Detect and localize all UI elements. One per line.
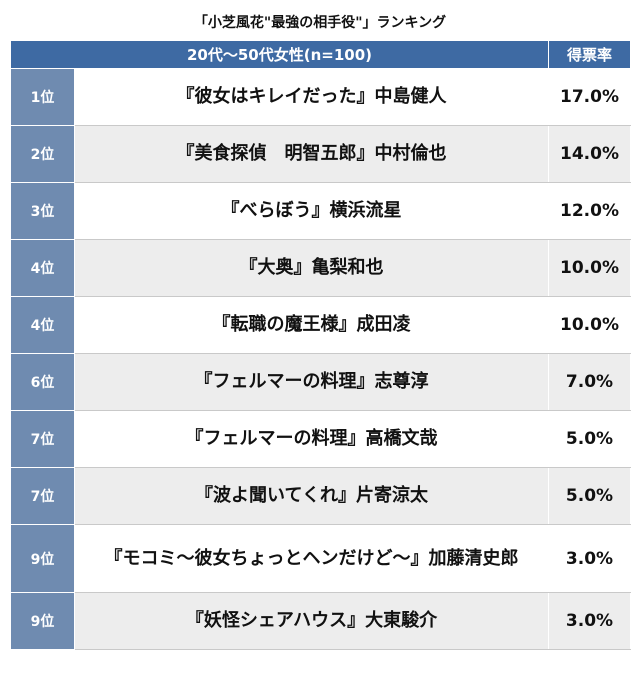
table-row: 4位 『大奥』亀梨和也 10.0% xyxy=(10,239,631,297)
table-row: 7位 『フェルマーの料理』高橋文哉 5.0% xyxy=(10,410,631,468)
ranking-title: 「小芝風花"最強の相手役"」ランキング xyxy=(193,15,447,31)
work-actor-cell: 『転職の魔王様』成田凌 xyxy=(74,296,549,354)
rank-cell: 3位 xyxy=(10,182,75,240)
table-row: 6位 『フェルマーの料理』志尊淳 7.0% xyxy=(10,353,631,411)
rank-cell: 4位 xyxy=(10,239,75,297)
rank-cell: 1位 xyxy=(10,68,75,126)
work-actor-cell: 『フェルマーの料理』志尊淳 xyxy=(74,353,549,411)
table-row: 7位 『波よ聞いてくれ』片寄涼太 5.0% xyxy=(10,467,631,525)
vote-rate-cell: 7.0% xyxy=(548,353,631,411)
rank-cell: 9位 xyxy=(10,524,75,593)
rank-cell: 6位 xyxy=(10,353,75,411)
work-actor-cell: 『美食探偵 明智五郎』中村倫也 xyxy=(74,125,549,183)
vote-rate-cell: 3.0% xyxy=(548,592,631,650)
vote-rate-cell: 3.0% xyxy=(548,524,631,593)
table-row: 9位 『モコミ〜彼女ちょっとヘンだけど〜』加藤清史郎 3.0% xyxy=(10,524,631,593)
work-actor-cell: 『モコミ〜彼女ちょっとヘンだけど〜』加藤清史郎 xyxy=(74,524,549,593)
ranking-table: 20代〜50代女性(n=100) 得票率 1位 『彼女はキレイだった』中島健人 … xyxy=(10,40,631,650)
vote-rate-cell: 5.0% xyxy=(548,467,631,525)
work-actor-cell: 『妖怪シェアハウス』大東駿介 xyxy=(74,592,549,650)
table-row: 4位 『転職の魔王様』成田凌 10.0% xyxy=(10,296,631,354)
table-header-row: 20代〜50代女性(n=100) 得票率 xyxy=(10,40,631,69)
table-row: 9位 『妖怪シェアハウス』大東駿介 3.0% xyxy=(10,592,631,650)
rank-cell: 7位 xyxy=(10,467,75,525)
respondent-group-header: 20代〜50代女性(n=100) xyxy=(10,40,549,69)
table-row: 3位 『べらぼう』横浜流星 12.0% xyxy=(10,182,631,240)
rank-cell: 2位 xyxy=(10,125,75,183)
rank-cell: 9位 xyxy=(10,592,75,650)
rank-cell: 7位 xyxy=(10,410,75,468)
vote-rate-cell: 14.0% xyxy=(548,125,631,183)
work-actor-cell: 『彼女はキレイだった』中島健人 xyxy=(74,68,549,126)
work-actor-cell: 『大奥』亀梨和也 xyxy=(74,239,549,297)
work-actor-cell: 『フェルマーの料理』高橋文哉 xyxy=(74,410,549,468)
vote-rate-cell: 12.0% xyxy=(548,182,631,240)
vote-rate-header: 得票率 xyxy=(548,40,631,69)
table-row: 1位 『彼女はキレイだった』中島健人 17.0% xyxy=(10,68,631,126)
rank-cell: 4位 xyxy=(10,296,75,354)
vote-rate-cell: 17.0% xyxy=(548,68,631,126)
vote-rate-cell: 5.0% xyxy=(548,410,631,468)
table-row: 2位 『美食探偵 明智五郎』中村倫也 14.0% xyxy=(10,125,631,183)
vote-rate-cell: 10.0% xyxy=(548,239,631,297)
vote-rate-cell: 10.0% xyxy=(548,296,631,354)
work-actor-cell: 『べらぼう』横浜流星 xyxy=(74,182,549,240)
work-actor-cell: 『波よ聞いてくれ』片寄涼太 xyxy=(74,467,549,525)
